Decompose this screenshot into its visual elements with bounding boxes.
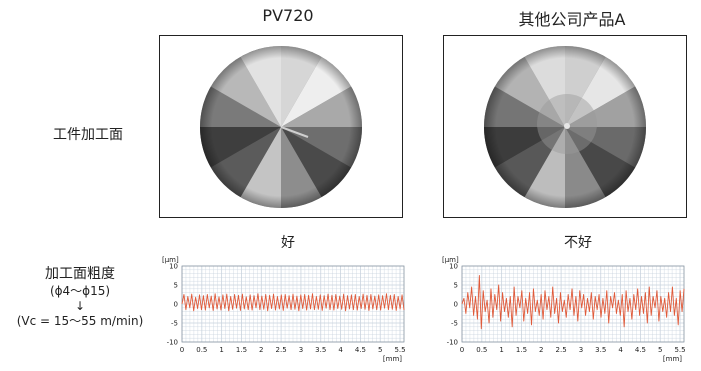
pv720-chart-xtick: 3 — [299, 346, 303, 354]
workpiece-surface-image-other — [484, 46, 646, 208]
other-chart-ytick: -5 — [451, 320, 458, 328]
down-arrow-icon: ↓ — [74, 299, 86, 313]
row-label-workpiece-surface: 工件加工面 — [53, 127, 123, 143]
row-label-roughness-block: 加工面粗度 (ϕ4～ϕ15) ↓ (Vc = 15～55 m/min) — [0, 265, 160, 329]
other-chart-xtick: 3.5 — [595, 346, 606, 354]
other-chart-xtick: 1 — [499, 346, 503, 354]
other-chart-xtick: 5 — [658, 346, 662, 354]
pv720-chart-xlabel: [mm] — [383, 355, 402, 363]
other-chart-ytick: 0 — [454, 301, 458, 309]
workpiece-surface-image-pv720 — [200, 46, 362, 208]
rating-good: 好 — [281, 235, 295, 251]
pv720-chart-ytick: -10 — [167, 339, 178, 347]
photo-frame-pv720 — [159, 35, 403, 218]
other-chart-xlabel: [mm] — [663, 355, 682, 363]
column-title-pv720: PV720 — [262, 6, 314, 25]
other-chart-xtick: 5.5 — [674, 346, 685, 354]
other-chart-xtick: 3 — [579, 346, 583, 354]
pv720-chart-xtick: 4 — [338, 346, 343, 354]
pv720-chart-ytick: 10 — [169, 263, 178, 271]
pv720-chart-xtick: 0 — [180, 346, 184, 354]
pv720-chart-xtick: 0.5 — [196, 346, 207, 354]
pv720-chart-ylabel: [μm] — [162, 256, 179, 264]
other-chart-xtick: 0.5 — [476, 346, 487, 354]
column-title-other-product: 其他公司产品A — [518, 10, 626, 29]
pv720-chart-xtick: 1 — [219, 346, 223, 354]
other-chart-xtick: 2.5 — [556, 346, 567, 354]
other-chart-xtick: 4 — [618, 346, 623, 354]
pv720-chart-xtick: 1.5 — [236, 346, 247, 354]
pv720-chart-xtick: 5 — [378, 346, 382, 354]
pv720-chart-xtick: 5.5 — [394, 346, 405, 354]
pv720-chart-xtick: 4.5 — [355, 346, 366, 354]
row-label-roughness: 加工面粗度 — [45, 266, 115, 282]
row-label-cutting-speed: (Vc = 15～55 m/min) — [16, 314, 144, 328]
other-chart-ytick: -10 — [447, 339, 458, 347]
other-chart-xtick: 1.5 — [516, 346, 527, 354]
other-chart-series-line-0 — [461, 275, 685, 330]
rating-bad: 不好 — [564, 235, 592, 251]
pv720-chart-xtick: 2.5 — [276, 346, 287, 354]
other-chart-ylabel: [μm] — [442, 256, 459, 264]
pv720-chart-ytick: 5 — [174, 282, 178, 290]
row-label-diameter: (ϕ4～ϕ15) — [49, 284, 111, 298]
other-chart-xtick: 2 — [539, 346, 543, 354]
pv720-chart-ytick: 0 — [174, 301, 178, 309]
other-chart-xtick: 0 — [460, 346, 464, 354]
other-chart-xtick: 4.5 — [635, 346, 646, 354]
photo-frame-other-product — [443, 35, 687, 218]
pv720-chart-series-line-0 — [181, 293, 405, 312]
other-chart-ytick: 10 — [449, 263, 458, 271]
pv720-chart-xtick: 2 — [259, 346, 263, 354]
other-chart-ytick: 5 — [454, 282, 458, 290]
pv720-chart-ytick: -5 — [171, 320, 178, 328]
pv720-chart-xtick: 3.5 — [315, 346, 326, 354]
